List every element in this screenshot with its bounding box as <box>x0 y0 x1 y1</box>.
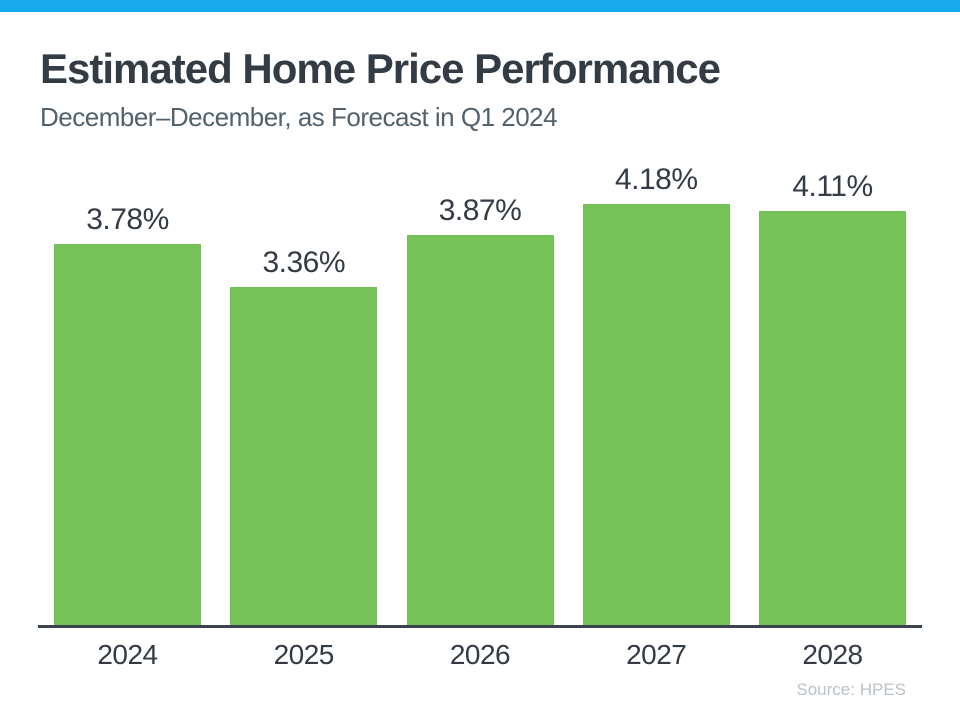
bar-group: 3.36% <box>230 246 378 626</box>
bar <box>54 244 201 626</box>
x-axis-label: 2027 <box>626 639 687 671</box>
bar-chart: 3.78% 3.36% 3.87% 4.18% 4.11% 2024 2025 2026 20… <box>38 163 922 672</box>
bar <box>230 287 378 626</box>
page-subtitle: December–December, as Forecast in Q1 202… <box>40 102 558 133</box>
x-axis-labels: 2024 2025 2026 2027 2028 <box>38 628 922 672</box>
bar-group: 3.87% <box>406 194 554 626</box>
bar <box>406 235 554 626</box>
bar-group: 4.11% <box>759 170 906 626</box>
x-axis-label: 2026 <box>449 639 511 671</box>
x-axis-label: 2025 <box>273 639 335 671</box>
bar-group: 4.18% <box>582 163 730 626</box>
slide: Estimated Home Price Performance Decembe… <box>0 0 960 699</box>
bar-value-label: 4.18% <box>614 163 698 197</box>
bar <box>759 211 906 626</box>
x-axis-label: 2028 <box>802 639 863 671</box>
x-axis-label: 2024 <box>97 639 158 671</box>
bar-group: 3.78% <box>54 203 201 626</box>
source-note: Source: HPES <box>796 679 906 699</box>
bar-value-label: 3.87% <box>438 194 522 228</box>
top-accent-bar <box>0 0 960 12</box>
page-title: Estimated Home Price Performance <box>40 45 721 92</box>
bar-value-label: 3.36% <box>262 246 346 280</box>
plot-area: 3.78% 3.36% 3.87% 4.18% 4.11% <box>38 163 922 629</box>
bar-value-label: 4.11% <box>792 170 873 204</box>
bar <box>582 204 730 626</box>
bar-value-label: 3.78% <box>86 203 169 237</box>
